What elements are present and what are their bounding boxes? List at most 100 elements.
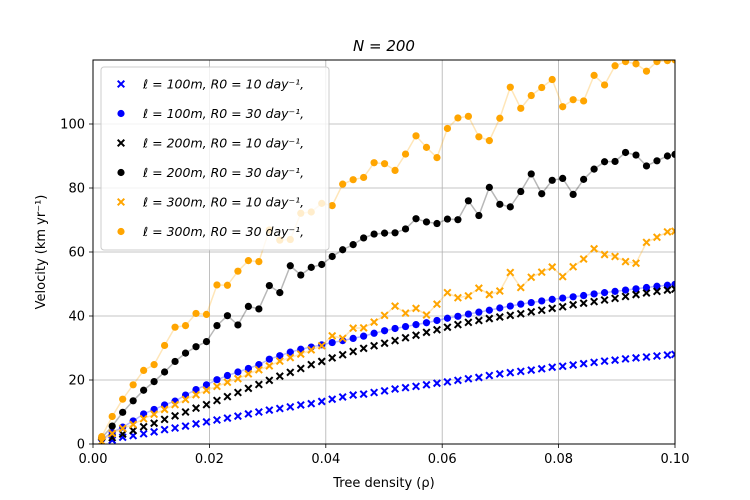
- y-tick-label: 0: [77, 438, 85, 453]
- data-point: [233, 412, 242, 421]
- data-point: [171, 357, 179, 366]
- data-point: [370, 329, 378, 337]
- data-point: [412, 215, 420, 223]
- legend-label: ℓ = 300m, R0 = 10 day⁻¹,: [142, 195, 304, 210]
- data-point: [349, 176, 357, 184]
- data-point: [485, 290, 494, 299]
- data-point: [150, 378, 158, 386]
- data-point: [653, 60, 661, 66]
- data-point: [265, 376, 274, 385]
- data-point: [548, 176, 556, 184]
- legend-box: [100, 66, 330, 251]
- data-point: [223, 371, 232, 380]
- data-point: [160, 415, 169, 424]
- series-4: [98, 148, 675, 442]
- data-point: [412, 132, 420, 140]
- data-point: [569, 190, 577, 198]
- data-point: [359, 344, 368, 353]
- data-point: [212, 382, 221, 391]
- data-point: [129, 381, 137, 389]
- y-tick-label: 20: [68, 374, 85, 389]
- data-point: [433, 154, 441, 162]
- data-point: [579, 255, 588, 264]
- data-point: [548, 304, 557, 313]
- data-point: [276, 352, 284, 360]
- data-point: [663, 286, 672, 295]
- x-tick-label: 0.06: [428, 452, 457, 467]
- data-point: [296, 364, 305, 373]
- data-point: [559, 294, 567, 302]
- data-point: [569, 360, 578, 369]
- x-axis-label: Tree density (ρ): [332, 476, 434, 491]
- data-point: [370, 318, 379, 327]
- data-point: [516, 367, 525, 376]
- data-point: [621, 286, 630, 294]
- data-point: [338, 334, 347, 343]
- data-point: [265, 406, 274, 415]
- data-point: [412, 382, 421, 391]
- data-point: [286, 402, 295, 411]
- data-point: [401, 150, 410, 158]
- data-point: [579, 299, 588, 308]
- data-point: [412, 304, 421, 313]
- data-point: [171, 400, 180, 409]
- data-point: [443, 288, 452, 297]
- data-point: [611, 287, 619, 295]
- data-point: [548, 263, 557, 272]
- data-point: [108, 429, 117, 438]
- data-point: [328, 395, 337, 404]
- data-point: [611, 157, 619, 166]
- data-point: [631, 353, 641, 362]
- data-point: [590, 297, 599, 306]
- data-point: [202, 310, 211, 318]
- data-point: [328, 353, 337, 362]
- data-point: [527, 307, 536, 316]
- data-point: [234, 321, 242, 329]
- data-point: [464, 310, 472, 318]
- legend-label: ℓ = 300m, R0 = 30 day⁻¹,: [142, 224, 304, 239]
- data-point: [642, 162, 651, 170]
- data-point: [234, 267, 242, 275]
- data-point: [611, 356, 620, 365]
- data-point: [181, 322, 190, 330]
- data-point: [496, 304, 504, 312]
- data-point: [275, 372, 284, 381]
- data-point: [370, 341, 379, 350]
- data-point: [244, 302, 252, 310]
- data-point: [338, 392, 347, 401]
- data-point: [642, 67, 651, 75]
- data-point: [443, 215, 452, 223]
- data-point: [401, 225, 410, 233]
- data-point: [485, 371, 494, 380]
- data-point: [192, 390, 201, 399]
- data-point: [474, 316, 483, 325]
- data-point: [453, 320, 462, 329]
- y-tick-label: 100: [60, 118, 85, 133]
- data-point: [391, 302, 400, 311]
- data-point: [118, 424, 127, 433]
- data-point: [254, 380, 263, 389]
- data-point: [244, 384, 253, 393]
- data-point: [380, 386, 389, 395]
- data-point: [286, 368, 295, 377]
- data-point: [160, 368, 169, 376]
- data-point: [464, 197, 472, 205]
- data-point: [453, 376, 462, 385]
- data-point: [192, 419, 201, 428]
- data-point: [296, 350, 305, 359]
- data-point: [391, 384, 400, 393]
- data-point: [338, 350, 347, 359]
- data-point: [569, 262, 578, 271]
- data-point: [548, 295, 556, 303]
- data-point: [380, 160, 389, 168]
- data-point: [475, 308, 483, 316]
- data-point: [663, 60, 672, 65]
- data-point: [527, 298, 535, 307]
- data-point: [119, 408, 127, 416]
- data-point: [506, 268, 515, 277]
- data-point: [559, 174, 567, 182]
- series-line: [101, 283, 675, 440]
- data-point: [590, 71, 598, 79]
- data-point: [454, 114, 462, 122]
- data-point: [380, 229, 389, 237]
